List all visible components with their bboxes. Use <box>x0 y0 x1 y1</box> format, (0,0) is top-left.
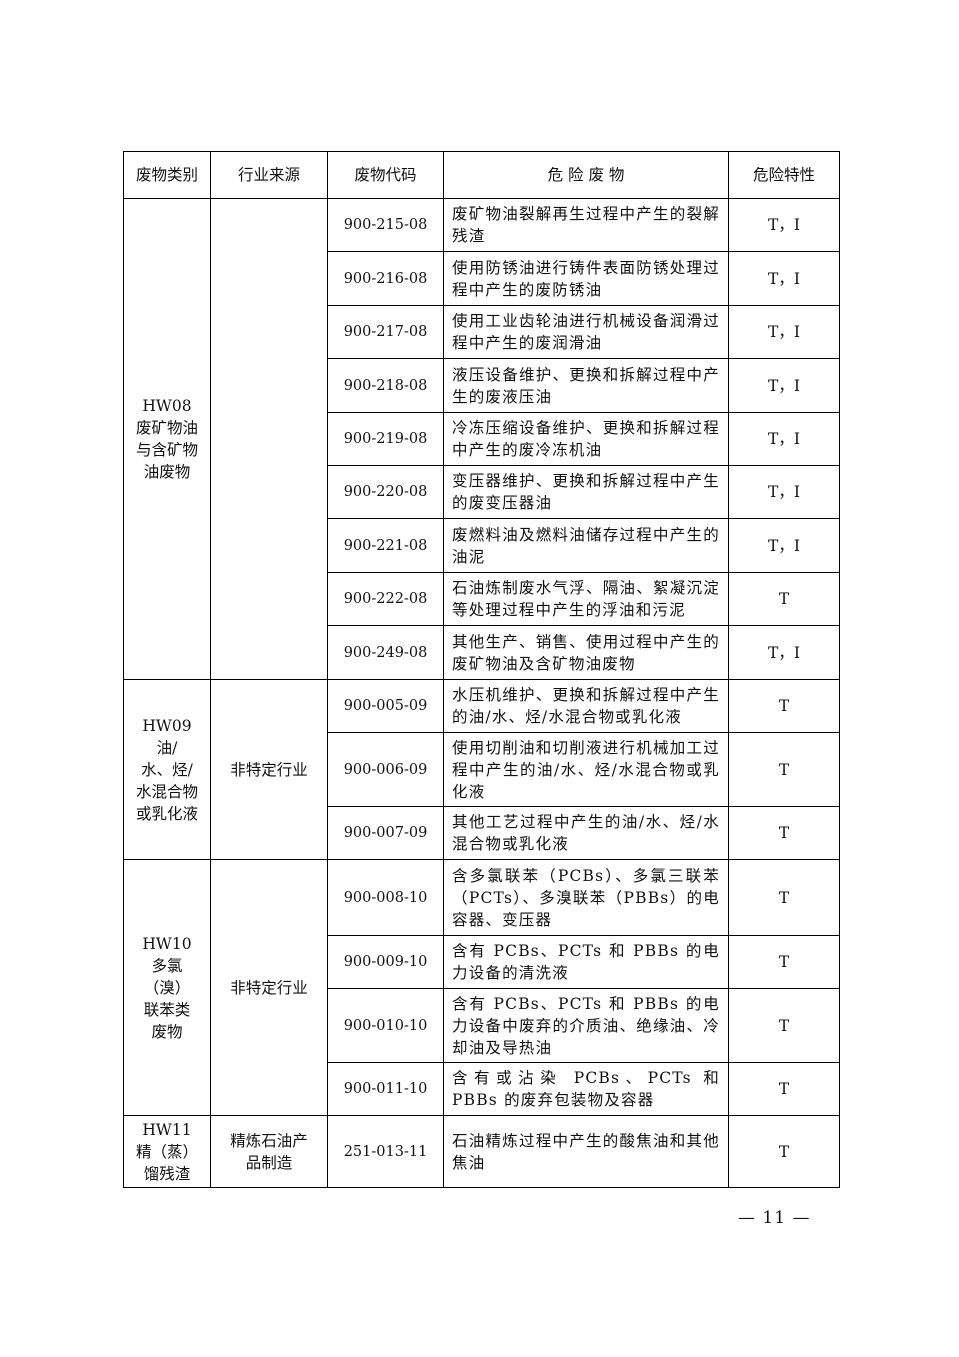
waste-description: 废矿物油裂解再生过程中产生的裂解残渣 <box>443 198 729 252</box>
header-waste: 危 险 废 物 <box>443 151 729 199</box>
table-row: 900-011-10 含有或沾染 PCBs、PCTs 和 PBBs 的废弃包装物及… <box>124 1062 840 1116</box>
page-number: — 11 — <box>738 1208 811 1228</box>
waste-code: 900-005-09 <box>327 679 444 733</box>
waste-code: 900-007-09 <box>327 806 444 860</box>
table-row: 900-006-09 使用切削油和切削液进行机械加工过程中产生的油/水、烃/水混合… <box>124 732 840 807</box>
hazard-property: T <box>728 572 840 626</box>
table-row: 900-217-08 使用工业齿轮油进行机械设备润滑过程中产生的废润滑油 T，I <box>124 305 840 359</box>
waste-code: 900-249-08 <box>327 625 444 680</box>
waste-code: 900-009-10 <box>327 935 444 989</box>
waste-code: 900-008-10 <box>327 859 444 936</box>
waste-description: 含有 PCBs、PCTs 和 PBBs 的电力设备中废弃的介质油、绝缘油、冷却油… <box>443 988 729 1063</box>
hazard-property: T，I <box>728 198 840 252</box>
waste-description: 使用工业齿轮油进行机械设备润滑过程中产生的废润滑油 <box>443 305 729 359</box>
hazardous-waste-table: 废物类别 行业来源 废物代码 危 险 废 物 危险特性 HW08 废矿物油 与含矿物… <box>123 151 840 1188</box>
table-row: 900-220-08 变压器维护、更换和拆解过程中产生的废变压器油 T，I <box>124 465 840 519</box>
waste-category: HW09 油/水、烃/水混合物 或乳化液 <box>123 679 211 860</box>
industry-source: 非特定行业 <box>210 679 328 860</box>
hazard-property: T，I <box>728 518 840 573</box>
waste-description: 石油精炼过程中产生的酸焦油和其他焦油 <box>443 1115 729 1188</box>
waste-code: 900-219-08 <box>327 412 444 466</box>
table-row: 900-249-08 其他生产、销售、使用过程中产生的废矿物油及含矿物油废物 T，I <box>124 625 840 680</box>
table-row: 900-216-08 使用防锈油进行铸件表面防锈处理过程中产生的废防锈油 T，I <box>124 251 840 306</box>
waste-code: 900-222-08 <box>327 572 444 626</box>
waste-code: 900-221-08 <box>327 518 444 573</box>
header-category: 废物类别 <box>123 151 211 199</box>
hazard-property: T，I <box>728 465 840 519</box>
waste-description: 废燃料油及燃料油储存过程中产生的油泥 <box>443 518 729 573</box>
waste-code: 900-010-10 <box>327 988 444 1063</box>
waste-description: 含有 PCBs、PCTs 和 PBBs 的电力设备的清洗液 <box>443 935 729 989</box>
hazard-property: T <box>728 859 840 936</box>
waste-description: 石油炼制废水气浮、隔油、絮凝沉淀等处理过程中产生的浮油和污泥 <box>443 572 729 626</box>
waste-description: 变压器维护、更换和拆解过程中产生的废变压器油 <box>443 465 729 519</box>
industry-source <box>210 198 328 680</box>
waste-code: 900-011-10 <box>327 1062 444 1116</box>
hazard-property: T <box>728 1062 840 1116</box>
table-row: HW09 油/水、烃/水混合物 或乳化液 非特定行业 900-005-09 水压机维护、… <box>123 679 840 860</box>
waste-code: 900-215-08 <box>327 198 444 252</box>
waste-description: 液压设备维护、更换和拆解过程中产生的废液压油 <box>443 358 729 413</box>
hazard-property: T，I <box>728 305 840 359</box>
waste-code: 900-216-08 <box>327 251 444 306</box>
waste-code: 900-217-08 <box>327 305 444 359</box>
waste-category: HW08 废矿物油 与含矿物 油废物 <box>123 198 211 680</box>
hazard-property: T <box>728 1115 840 1188</box>
header-code: 废物代码 <box>327 151 444 199</box>
hazard-property: T <box>728 679 840 733</box>
waste-code: 900-220-08 <box>327 465 444 519</box>
hazard-property: T，I <box>728 358 840 413</box>
table-row: HW08 废矿物油 与含矿物 油废物 900-215-08 废矿物油裂解再生过程中产生的裂… <box>123 198 840 680</box>
table-row: 900-009-10 含有 PCBs、PCTs 和 PBBs 的电力设备的清洗液 T <box>124 935 840 989</box>
waste-description: 使用切削油和切削液进行机械加工过程中产生的油/水、烃/水混合物或乳化液 <box>443 732 729 807</box>
table-row: HW11 精（蒸） 馏残渣 精炼石油产 品制造 251-013-11 石油精炼过程中产生的酸… <box>123 1115 840 1188</box>
table-row: 900-010-10 含有 PCBs、PCTs 和 PBBs 的电力设备中废弃的介… <box>124 988 840 1063</box>
waste-description: 其他生产、销售、使用过程中产生的废矿物油及含矿物油废物 <box>443 625 729 680</box>
waste-category: HW10 多氯（溴） 联苯类 废物 <box>123 859 211 1116</box>
table-row: 900-218-08 液压设备维护、更换和拆解过程中产生的废液压油 T，I <box>124 358 840 413</box>
waste-code: 900-006-09 <box>327 732 444 807</box>
hazard-property: T，I <box>728 625 840 680</box>
hazard-property: T <box>728 935 840 989</box>
waste-description: 水压机维护、更换和拆解过程中产生的油/水、烃/水混合物或乳化液 <box>443 679 729 733</box>
industry-source: 精炼石油产 品制造 <box>210 1115 328 1188</box>
waste-description: 冷冻压缩设备维护、更换和拆解过程中产生的废冷冻机油 <box>443 412 729 466</box>
waste-description: 使用防锈油进行铸件表面防锈处理过程中产生的废防锈油 <box>443 251 729 306</box>
hazard-property: T <box>728 732 840 807</box>
waste-category: HW11 精（蒸） 馏残渣 <box>123 1115 211 1188</box>
waste-code: 900-218-08 <box>327 358 444 413</box>
header-hazard: 危险特性 <box>728 151 840 199</box>
hazard-property: T <box>728 806 840 860</box>
table-row: 900-007-09 其他工艺过程中产生的油/水、烃/水混合物或乳化液 T <box>124 806 840 860</box>
waste-code: 251-013-11 <box>327 1115 444 1188</box>
waste-description: 含多氯联苯（PCBs）、多氯三联苯（PCTs）、多溴联苯（PBBs）的电容器、变… <box>443 859 729 936</box>
table-row: 900-219-08 冷冻压缩设备维护、更换和拆解过程中产生的废冷冻机油 T，I <box>124 412 840 466</box>
header-industry: 行业来源 <box>210 151 328 199</box>
table-row: HW10 多氯（溴） 联苯类 废物 非特定行业 900-008-10 含多氯联苯（PCBs）… <box>123 859 840 1116</box>
header-row: 废物类别 行业来源 废物代码 危 险 废 物 危险特性 <box>123 151 840 199</box>
table-row: 900-221-08 废燃料油及燃料油储存过程中产生的油泥 T，I <box>124 518 840 573</box>
hazard-property: T，I <box>728 251 840 306</box>
waste-description: 其他工艺过程中产生的油/水、烃/水混合物或乳化液 <box>443 806 729 860</box>
hazard-property: T <box>728 988 840 1063</box>
hazard-property: T，I <box>728 412 840 466</box>
table-row: 900-222-08 石油炼制废水气浮、隔油、絮凝沉淀等处理过程中产生的浮油和污泥… <box>124 572 840 626</box>
waste-description: 含有或沾染 PCBs、PCTs 和 PBBs 的废弃包装物及容器 <box>443 1062 729 1116</box>
industry-source: 非特定行业 <box>210 859 328 1116</box>
